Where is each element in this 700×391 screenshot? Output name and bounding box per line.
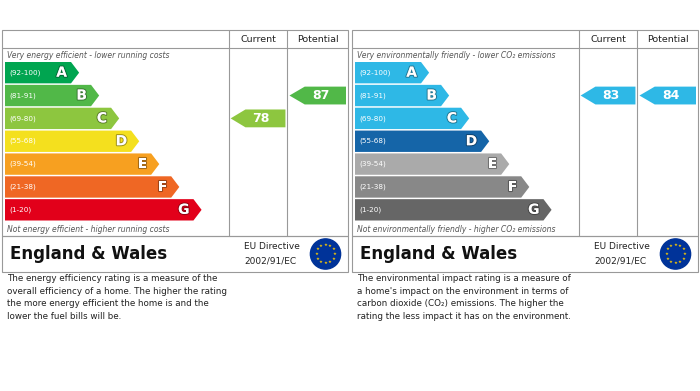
Text: The environmental impact rating is a measure of
a home's impact on the environme: The environmental impact rating is a mea… [357,274,571,321]
Polygon shape [355,131,489,152]
Text: ★: ★ [673,261,678,265]
Text: (92-100): (92-100) [359,70,391,76]
Circle shape [660,239,691,269]
Text: A: A [406,66,417,80]
Text: C: C [447,111,457,126]
Text: ★: ★ [673,243,678,247]
Text: ★: ★ [678,244,682,248]
Text: ★: ★ [666,248,670,251]
Polygon shape [5,85,99,106]
Text: (55-68): (55-68) [359,138,386,145]
Text: The energy efficiency rating is a measure of the
overall efficiency of a home. T: The energy efficiency rating is a measur… [7,274,228,321]
Text: E: E [488,157,497,171]
Text: England & Wales: England & Wales [360,245,517,263]
Text: ★: ★ [664,252,668,256]
Text: (1-20): (1-20) [9,206,31,213]
Text: 2002/91/EC: 2002/91/EC [244,257,296,266]
Polygon shape [5,108,119,129]
Text: ★: ★ [332,252,337,256]
Text: (92-100): (92-100) [9,70,41,76]
Circle shape [310,239,341,269]
Text: (39-54): (39-54) [359,161,386,167]
Text: ★: ★ [331,248,335,251]
Text: ★: ★ [669,260,673,264]
Text: Potential: Potential [647,34,689,43]
Text: (69-80): (69-80) [9,115,36,122]
Text: B: B [426,88,437,102]
Text: F: F [508,180,517,194]
Polygon shape [355,85,449,106]
Text: 2002/91/EC: 2002/91/EC [594,257,646,266]
Text: (1-20): (1-20) [359,206,381,213]
Text: ★: ★ [328,244,332,248]
Text: C: C [97,111,107,126]
Text: D: D [466,134,477,148]
Text: 84: 84 [662,89,679,102]
Polygon shape [640,87,696,104]
Text: Very energy efficient - lower running costs: Very energy efficient - lower running co… [7,50,169,59]
Text: D: D [116,134,127,148]
Text: Not energy efficient - higher running costs: Not energy efficient - higher running co… [7,224,169,233]
Text: EU Directive: EU Directive [594,242,650,251]
Text: G: G [528,203,540,217]
Text: F: F [158,180,167,194]
Polygon shape [5,153,160,175]
Text: ★: ★ [316,248,320,251]
Polygon shape [580,87,636,104]
Text: England & Wales: England & Wales [10,245,167,263]
Polygon shape [5,62,79,83]
Text: E: E [138,157,147,171]
Text: ★: ★ [319,244,323,248]
Text: (81-91): (81-91) [359,92,386,99]
Text: Environmental Impact (CO₂) Rating: Environmental Impact (CO₂) Rating [357,9,620,23]
Text: Not environmentally friendly - higher CO₂ emissions: Not environmentally friendly - higher CO… [357,224,556,233]
Text: ★: ★ [323,243,328,247]
Text: A: A [56,66,67,80]
Text: Current: Current [590,34,626,43]
Polygon shape [290,87,346,104]
Text: ★: ★ [681,256,685,260]
Polygon shape [355,153,510,175]
Polygon shape [355,62,429,83]
Text: (81-91): (81-91) [9,92,36,99]
Text: Potential: Potential [297,34,339,43]
Text: (69-80): (69-80) [359,115,386,122]
Text: Current: Current [240,34,276,43]
Text: ★: ★ [678,260,682,264]
Text: B: B [76,88,87,102]
Text: ★: ★ [323,261,328,265]
Polygon shape [230,109,286,127]
Polygon shape [5,199,202,221]
Text: ★: ★ [331,256,335,260]
Text: 83: 83 [602,89,620,102]
Polygon shape [355,176,529,197]
Text: 78: 78 [252,112,270,125]
Text: ★: ★ [319,260,323,264]
Text: ★: ★ [681,248,685,251]
Text: 87: 87 [312,89,329,102]
Text: ★: ★ [669,244,673,248]
Polygon shape [5,176,179,197]
Text: Energy Efficiency Rating: Energy Efficiency Rating [7,9,190,23]
Text: ★: ★ [682,252,687,256]
Text: ★: ★ [328,260,332,264]
Polygon shape [5,131,139,152]
Text: (55-68): (55-68) [9,138,36,145]
Text: EU Directive: EU Directive [244,242,300,251]
Text: (21-38): (21-38) [359,184,386,190]
Text: G: G [178,203,190,217]
Text: ★: ★ [666,256,670,260]
Polygon shape [355,199,552,221]
Text: (39-54): (39-54) [9,161,36,167]
Text: Very environmentally friendly - lower CO₂ emissions: Very environmentally friendly - lower CO… [357,50,556,59]
Text: (21-38): (21-38) [9,184,36,190]
Polygon shape [355,108,469,129]
Text: ★: ★ [314,252,318,256]
Text: ★: ★ [316,256,320,260]
